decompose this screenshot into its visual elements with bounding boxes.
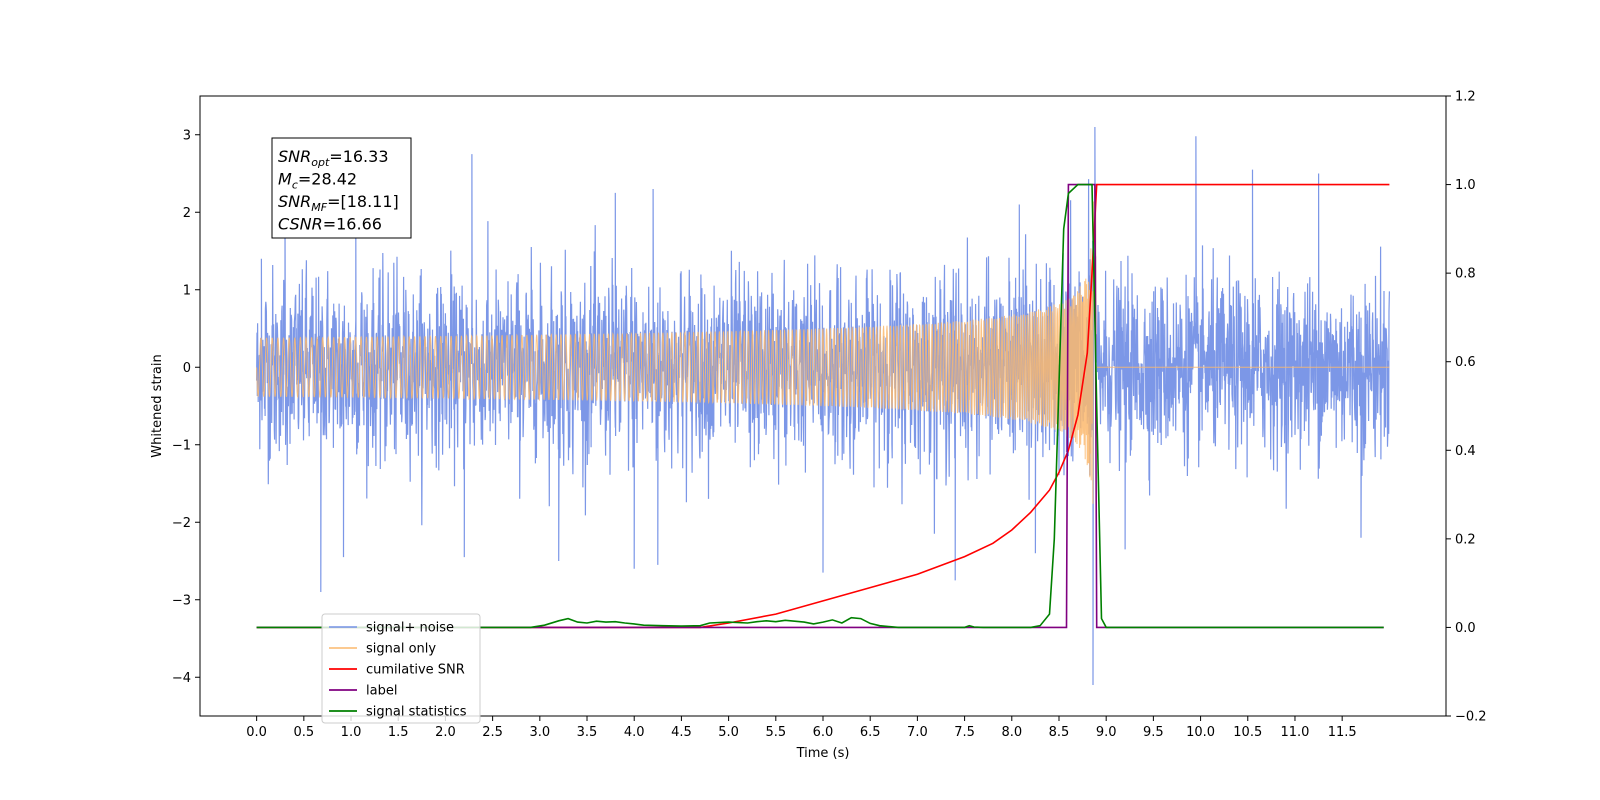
x-tick-label: 5.5	[765, 725, 786, 740]
x-tick-label: 2.0	[435, 725, 456, 740]
y-tick-label: −1	[172, 438, 191, 453]
legend-label: signal only	[366, 642, 436, 657]
info-box-frame	[271, 137, 412, 239]
x-tick-label: 8.0	[1001, 725, 1022, 740]
legend-label: signal statistics	[366, 705, 467, 720]
legend-label: cumilative SNR	[366, 663, 465, 678]
x-tick-label: 8.5	[1049, 725, 1070, 740]
x-tick-label: 9.5	[1143, 725, 1164, 740]
info-line: Mc=28.42	[278, 170, 357, 192]
x-tick-label: 11.5	[1328, 725, 1357, 740]
y-axis-right: 1.2 1.0 0.8 0.6 0.4 0.2 0.0 −0.2	[1446, 90, 1487, 725]
x-tick-label: 9.0	[1096, 725, 1117, 740]
series-signal-only-line	[256, 201, 1390, 504]
x-tick-label: 2.5	[482, 725, 503, 740]
x-tick-label: 1.5	[388, 725, 409, 740]
x-tick-label: 11.0	[1280, 725, 1309, 740]
series-layer	[256, 126, 1390, 686]
y2-tick-label: 0.6	[1455, 355, 1476, 370]
y2-tick-label: 0.0	[1455, 621, 1476, 636]
x-tick-label: 3.0	[529, 725, 550, 740]
x-tick-label: 3.5	[577, 725, 598, 740]
x-tick-label: 6.5	[860, 725, 881, 740]
legend-frame	[321, 613, 481, 724]
y2-tick-label: 1.2	[1455, 90, 1476, 105]
series-signal-statistics-line	[256, 183, 1384, 629]
x-tick-label: 5.0	[718, 725, 739, 740]
info-line: SNRopt=16.33	[278, 147, 389, 169]
y-tick-label: −2	[172, 516, 191, 531]
y-tick-label: −3	[172, 593, 191, 608]
legend-label: label	[366, 684, 397, 699]
y-tick-label: 2	[183, 206, 191, 221]
x-tick-label: 0.0	[246, 725, 267, 740]
y-axis-label: Whitened strain	[150, 354, 165, 457]
x-tick-label: 0.5	[293, 725, 314, 740]
y-tick-label: 1	[183, 283, 191, 298]
y-axis-left: 3 2 1 0 −1 −2 −3 −4	[172, 128, 200, 686]
x-tick-label: 6.0	[813, 725, 834, 740]
x-tick-label: 4.0	[624, 725, 645, 740]
x-tick-label: 10.0	[1186, 725, 1215, 740]
y2-tick-label: 0.2	[1455, 532, 1476, 547]
info-box: SNRopt=16.33Mc=28.42SNRMF=[18.11]CSNR=16…	[271, 137, 412, 239]
x-tick-label: 7.0	[907, 725, 928, 740]
x-tick-label: 7.5	[954, 725, 975, 740]
y-tick-label: 3	[183, 128, 191, 143]
x-tick-label: 4.5	[671, 725, 692, 740]
y2-tick-label: −0.2	[1455, 710, 1487, 725]
y2-tick-label: 0.4	[1455, 444, 1476, 459]
x-axis: 0.0 0.5 1.0 1.5 2.0 2.5 3.0 3.5 4.0 4.5 5.0 5.5 6.0 6…	[246, 716, 1357, 740]
legend-label: signal+ noise	[366, 621, 454, 636]
y-tick-label: −4	[172, 671, 191, 686]
x-axis-label: Time (s)	[796, 746, 850, 761]
info-line: SNRMF=[18.11]	[278, 192, 399, 214]
info-line: CSNR=16.66	[278, 215, 382, 234]
y-tick-label: 0	[183, 361, 191, 376]
y2-tick-label: 0.8	[1455, 267, 1476, 282]
x-tick-label: 10.5	[1233, 725, 1262, 740]
y2-tick-label: 1.0	[1455, 178, 1476, 193]
x-tick-label: 1.0	[341, 725, 362, 740]
legend: signal+ noise signal only cumilative SNR la…	[321, 613, 481, 724]
series-signal-noise-line	[256, 126, 1390, 686]
